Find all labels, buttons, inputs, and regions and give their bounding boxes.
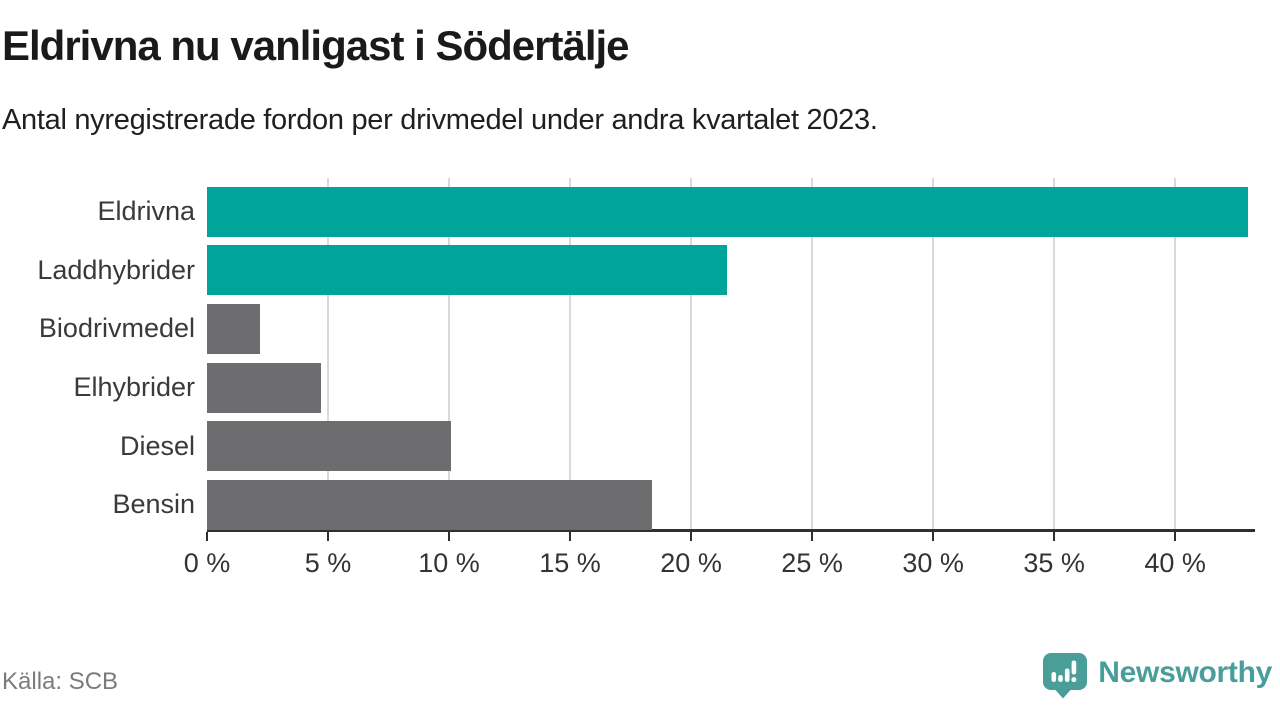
gridline	[811, 178, 814, 530]
gridline	[569, 178, 572, 530]
bar-elhybrider	[207, 362, 321, 413]
brand-lockup: Newsworthy	[1041, 652, 1272, 706]
bar-row: Bensin	[112, 471, 1255, 530]
x-axis-ticks: 0 % 5 % 10 % 15 % 20 % 25 % 30 % 35 % 40 %	[184, 532, 1255, 580]
bar-row: Diesel	[120, 413, 1255, 472]
plot-area: Eldrivna Laddhybrider Biodrivmedel Elhybrid…	[37, 178, 1255, 530]
axis-tick	[1174, 532, 1177, 541]
source-credit: Källa: SCB	[2, 668, 119, 695]
axis-tick-label: 35 %	[1023, 548, 1085, 578]
category-label: Laddhybrider	[37, 254, 195, 285]
gridline	[1053, 178, 1056, 530]
brand-name: Newsworthy	[1098, 656, 1272, 689]
bar-eldrivna	[207, 186, 1248, 237]
bar-row: Eldrivna	[97, 178, 1255, 237]
category-label: Diesel	[119, 430, 195, 461]
axis-tick-label: 15 %	[539, 548, 601, 578]
gridline	[327, 178, 330, 530]
bar-laddhybrider	[207, 245, 728, 296]
gridline	[448, 178, 451, 530]
bar-row: Biodrivmedel	[39, 295, 1255, 354]
axis-tick	[1053, 532, 1056, 541]
axis-tick	[327, 532, 330, 541]
gridline	[1174, 178, 1177, 530]
bar-bensin	[207, 479, 653, 530]
gridline	[690, 178, 693, 530]
axis-tick	[811, 532, 814, 541]
bar-row: Laddhybrider	[37, 237, 1255, 296]
gridline	[932, 178, 935, 530]
x-axis-line	[207, 529, 1255, 532]
bar-diesel	[207, 421, 452, 472]
axis-tick-label: 40 %	[1144, 548, 1206, 578]
axis-tick-label: 10 %	[418, 548, 480, 578]
axis-tick	[206, 532, 208, 541]
bar-row: Elhybrider	[73, 354, 1255, 413]
axis-tick-label: 25 %	[781, 548, 843, 578]
category-label: Biodrivmedel	[38, 313, 195, 344]
category-label: Elhybrider	[73, 372, 195, 403]
axis-tick-label: 30 %	[902, 548, 964, 578]
axis-tick	[448, 532, 451, 541]
page-title: Eldrivna nu vanligast i Södertälje	[2, 22, 630, 69]
axis-tick-label: 20 %	[660, 548, 722, 578]
chart-subtitle: Antal nyregistrerade fordon per drivmede…	[2, 104, 878, 136]
category-label: Bensin	[112, 489, 195, 520]
newsworthy-logo-icon	[1043, 653, 1088, 699]
axis-tick-label: 0 %	[183, 548, 231, 578]
category-label: Eldrivna	[97, 196, 195, 227]
axis-tick	[932, 532, 935, 541]
axis-tick-label: 5 %	[304, 548, 352, 578]
bar-biodrivmedel	[207, 303, 261, 354]
axis-tick	[690, 532, 693, 541]
axis-tick	[569, 532, 572, 541]
